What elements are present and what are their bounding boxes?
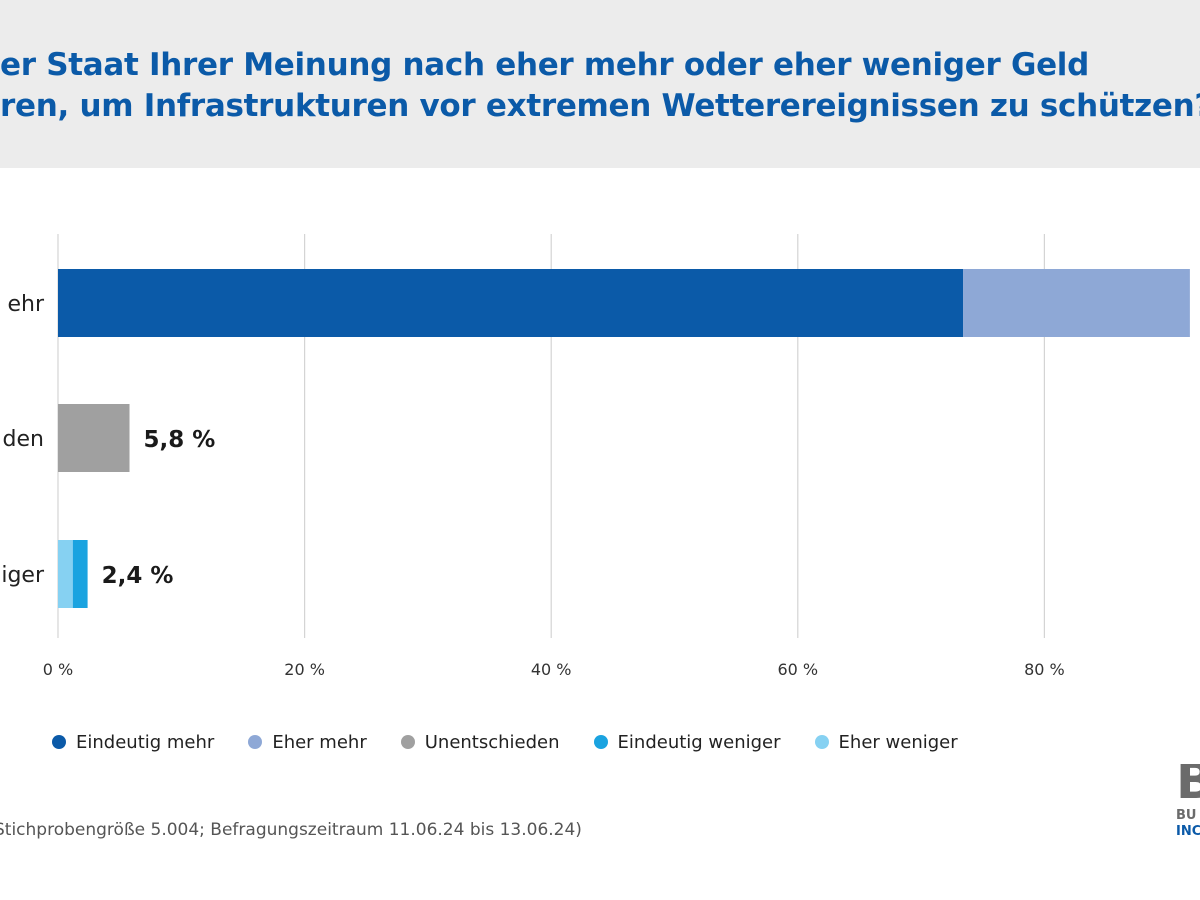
bar-chart: 0 % 20 % 40 % 60 % 80 % ehr den iger 5,8 % 2,4 % xyxy=(1,234,1190,679)
legend-item: Eher mehr xyxy=(248,731,367,753)
data-label: 5,8 % xyxy=(144,427,216,453)
logo-letter: B xyxy=(1176,764,1200,810)
logo-line-2: INC xyxy=(1176,824,1200,839)
title-banner: er Staat Ihrer Meinung nach eher mehr od… xyxy=(0,0,1200,168)
legend-label: Eher weniger xyxy=(838,731,958,753)
x-tick-label: 20 % xyxy=(284,660,325,679)
category-label: den xyxy=(3,427,44,452)
bar-segment xyxy=(72,540,88,608)
chart-title-line-1: er Staat Ihrer Meinung nach eher mehr od… xyxy=(0,47,1090,83)
legend-item: Eindeutig mehr xyxy=(52,732,214,753)
legend-item: Eindeutig weniger xyxy=(593,731,781,753)
footnote: Stichprobengröße 5.004; Befragungszeitra… xyxy=(0,820,582,840)
category-label: ehr xyxy=(7,292,44,317)
legend-item: Eher weniger xyxy=(814,731,958,753)
publisher-logo: B BU INC xyxy=(1172,764,1200,844)
bar-segment xyxy=(58,540,73,608)
bar-segment xyxy=(58,269,964,337)
legend-dot-icon xyxy=(400,735,415,749)
legend-label: Unentschieden xyxy=(424,731,560,753)
legend-label: Eher mehr xyxy=(272,731,367,753)
legend-label: Eindeutig weniger xyxy=(617,731,781,753)
legend-dot-icon xyxy=(248,735,263,749)
legend-item: Unentschieden xyxy=(400,731,560,753)
x-tick-label: 80 % xyxy=(1024,660,1065,679)
x-tick-label: 0 % xyxy=(43,660,73,679)
legend-dot-icon xyxy=(593,735,608,749)
category-label: iger xyxy=(1,563,45,588)
legend-label: Eindeutig mehr xyxy=(76,731,215,753)
x-tick-label: 60 % xyxy=(777,660,818,679)
legend-dot-icon xyxy=(52,735,66,749)
logo-line-1: BU xyxy=(1176,808,1197,823)
bar-segment xyxy=(963,269,1190,337)
data-label: 2,4 % xyxy=(102,563,174,589)
legend-dot-icon xyxy=(814,735,829,749)
chart-legend: Eindeutig mehr Eher mehr Unentschieden Eind… xyxy=(52,730,992,754)
chart-title-line-2: ren, um Infrastrukturen vor extremen Wet… xyxy=(0,88,1200,124)
bar-segment xyxy=(58,404,130,472)
x-tick-label: 40 % xyxy=(531,660,572,679)
